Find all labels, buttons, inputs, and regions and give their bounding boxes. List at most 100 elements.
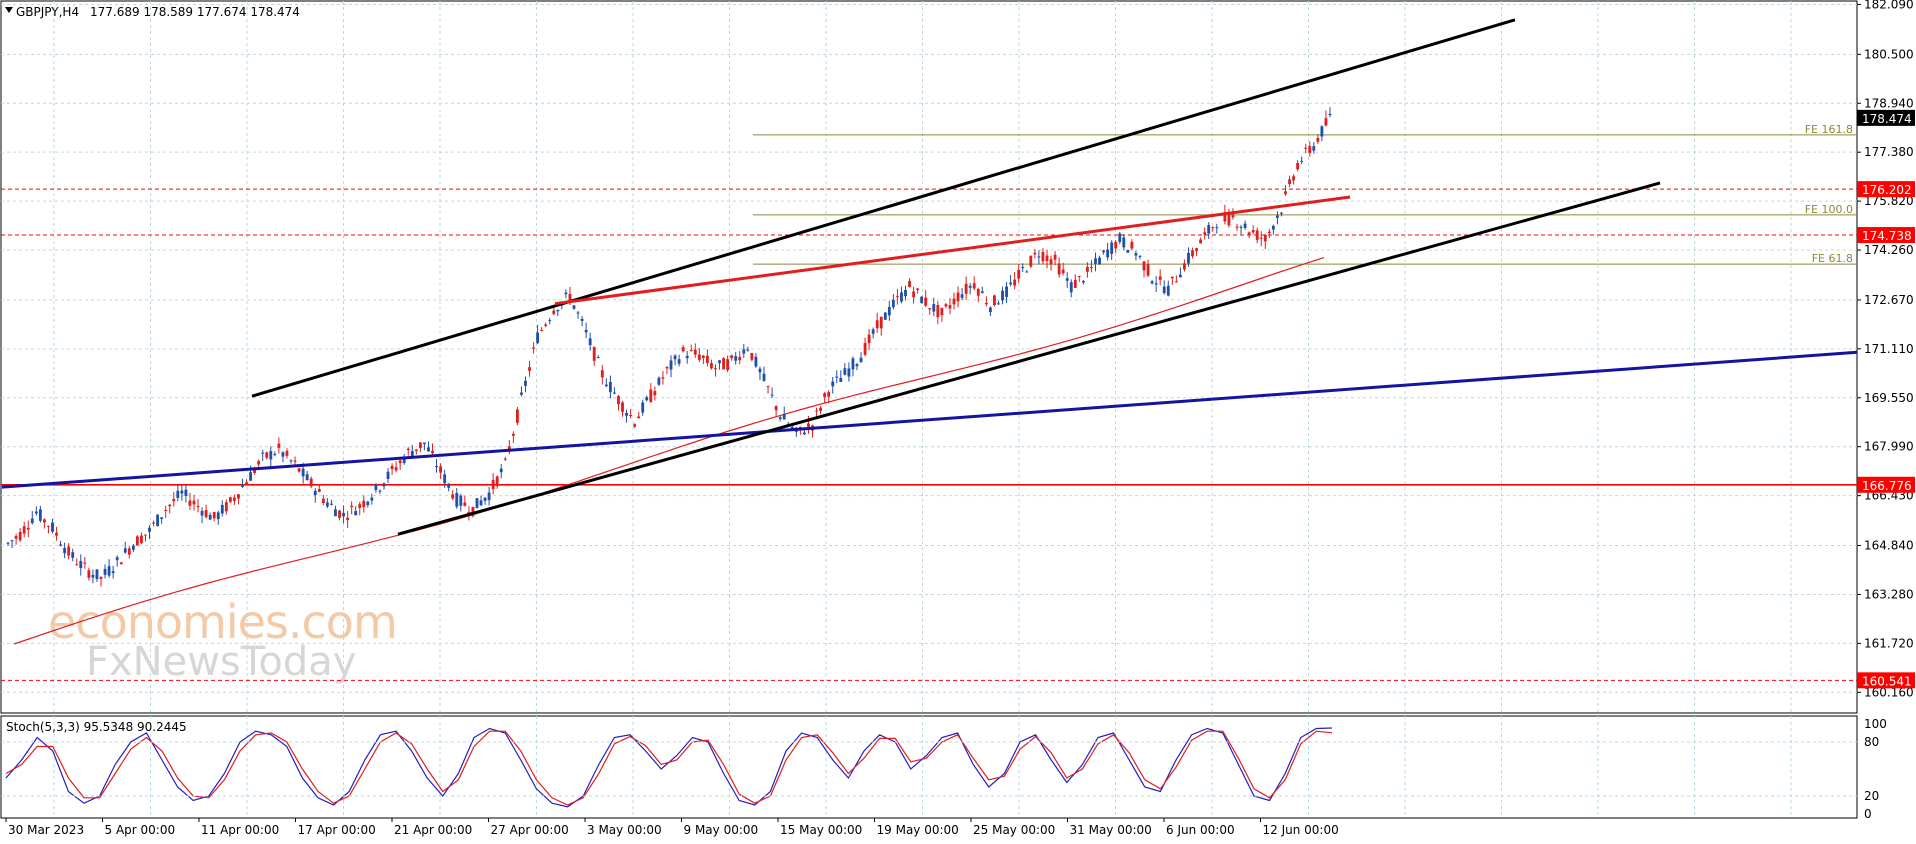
candle-body	[1183, 263, 1186, 270]
candle-body	[378, 490, 382, 492]
candle-body	[1045, 255, 1049, 261]
candle-body	[750, 352, 754, 360]
candle-body	[297, 468, 301, 472]
candle-body	[673, 355, 677, 360]
candle-body	[710, 363, 713, 369]
candle-body	[237, 494, 240, 499]
candle-body	[1191, 250, 1194, 257]
blue-trendline[interactable]	[1, 350, 1858, 489]
candle-body	[718, 360, 721, 364]
candle-body	[693, 349, 697, 355]
candle-body	[613, 392, 616, 394]
candle-body	[216, 512, 220, 520]
stoch-tick-label: 0	[1864, 807, 1872, 821]
y-axis-ticks: 182.090 180.500 178.940 177.380 175.820 174.2…	[1857, 0, 1914, 699]
fibonacci-label: FE 61.8	[1812, 252, 1853, 265]
candle-body	[1158, 276, 1162, 280]
candle-body	[968, 285, 972, 288]
candle-body	[588, 338, 592, 346]
candle-body	[447, 483, 451, 488]
candle-body	[285, 450, 289, 456]
candle-body	[1106, 249, 1110, 258]
y-tick-label: 177.380	[1864, 145, 1914, 159]
candle-body	[803, 432, 806, 435]
candle-body	[1017, 269, 1021, 279]
candle-body	[742, 349, 746, 354]
candle-body	[313, 490, 317, 496]
candle-body	[714, 368, 717, 370]
candle-body	[1243, 223, 1247, 229]
candle-body	[726, 359, 730, 370]
candle-body	[758, 368, 762, 373]
candle-body	[556, 310, 560, 312]
y-tick-label: 163.280	[1864, 587, 1914, 601]
x-tick-label: 3 May 00:00	[587, 823, 662, 837]
candle-body	[883, 312, 887, 320]
candle-body	[160, 517, 164, 520]
candle-body	[1001, 290, 1004, 301]
candle-body	[1049, 259, 1053, 265]
candle-body	[443, 474, 447, 484]
candle-body	[127, 548, 131, 555]
candle-body	[681, 347, 685, 352]
stoch-tick-label: 20	[1864, 789, 1879, 803]
candle-body	[26, 527, 30, 530]
candle-body	[568, 293, 572, 301]
candle-body	[536, 332, 540, 344]
candle-body	[774, 406, 778, 411]
candle-body	[908, 280, 911, 287]
candle-body	[144, 534, 147, 536]
candle-body	[1021, 267, 1025, 269]
candle-body	[172, 498, 176, 502]
fibonacci-levels: FE 161.8 FE 100.0 FE 61.8	[753, 123, 1857, 265]
red-resistance-line[interactable]	[554, 195, 1351, 306]
x-axis-ticks: 30 Mar 2023 5 Apr 00:00 11 Apr 00:00 17 Apr…	[5, 818, 1339, 837]
x-tick-label: 6 Jun 00:00	[1166, 823, 1235, 837]
dropdown-triangle-icon[interactable]	[5, 7, 13, 13]
candle-body	[976, 289, 980, 296]
candle-body	[224, 502, 228, 512]
candle-body	[734, 356, 738, 361]
candle-body	[669, 360, 673, 370]
candle-body	[301, 468, 305, 477]
candle-body	[479, 500, 483, 506]
lower-channel-line[interactable]	[397, 181, 1661, 536]
y-tick-label: 182.090	[1864, 0, 1914, 11]
candle-body	[176, 490, 180, 498]
candle-body	[1110, 242, 1114, 254]
candle-body	[1025, 271, 1029, 273]
level-price-label: 166.776	[1862, 479, 1912, 493]
candle-body	[354, 511, 358, 516]
candle-body	[346, 517, 350, 521]
candle-body	[592, 347, 596, 361]
candle-body	[1061, 269, 1065, 274]
candle-body	[30, 518, 34, 524]
candle-body	[317, 489, 321, 492]
candle-body	[228, 497, 232, 502]
candle-body	[1300, 160, 1304, 162]
candle-body	[552, 310, 556, 314]
candle-body	[196, 505, 200, 507]
candle-body	[83, 562, 87, 564]
candle-body	[111, 571, 115, 574]
x-tick-label: 19 May 00:00	[877, 823, 959, 837]
candle-body	[633, 424, 637, 427]
candle-body	[649, 389, 653, 403]
candle-body	[79, 561, 83, 569]
candle-body	[115, 557, 119, 561]
candle-body	[63, 548, 67, 554]
candle-body	[370, 497, 374, 501]
stoch-plot-frame	[0, 715, 1858, 819]
candle-body	[309, 478, 313, 487]
candle-body	[325, 502, 329, 507]
candle-body	[940, 307, 944, 316]
candle-body	[1150, 281, 1154, 284]
candle-body	[1288, 179, 1291, 185]
candle-body	[495, 476, 499, 487]
candle-body	[1259, 237, 1263, 239]
x-tick-label: 27 Apr 00:00	[491, 823, 569, 837]
upper-channel-line[interactable]	[251, 18, 1516, 398]
candle-body	[993, 295, 996, 306]
